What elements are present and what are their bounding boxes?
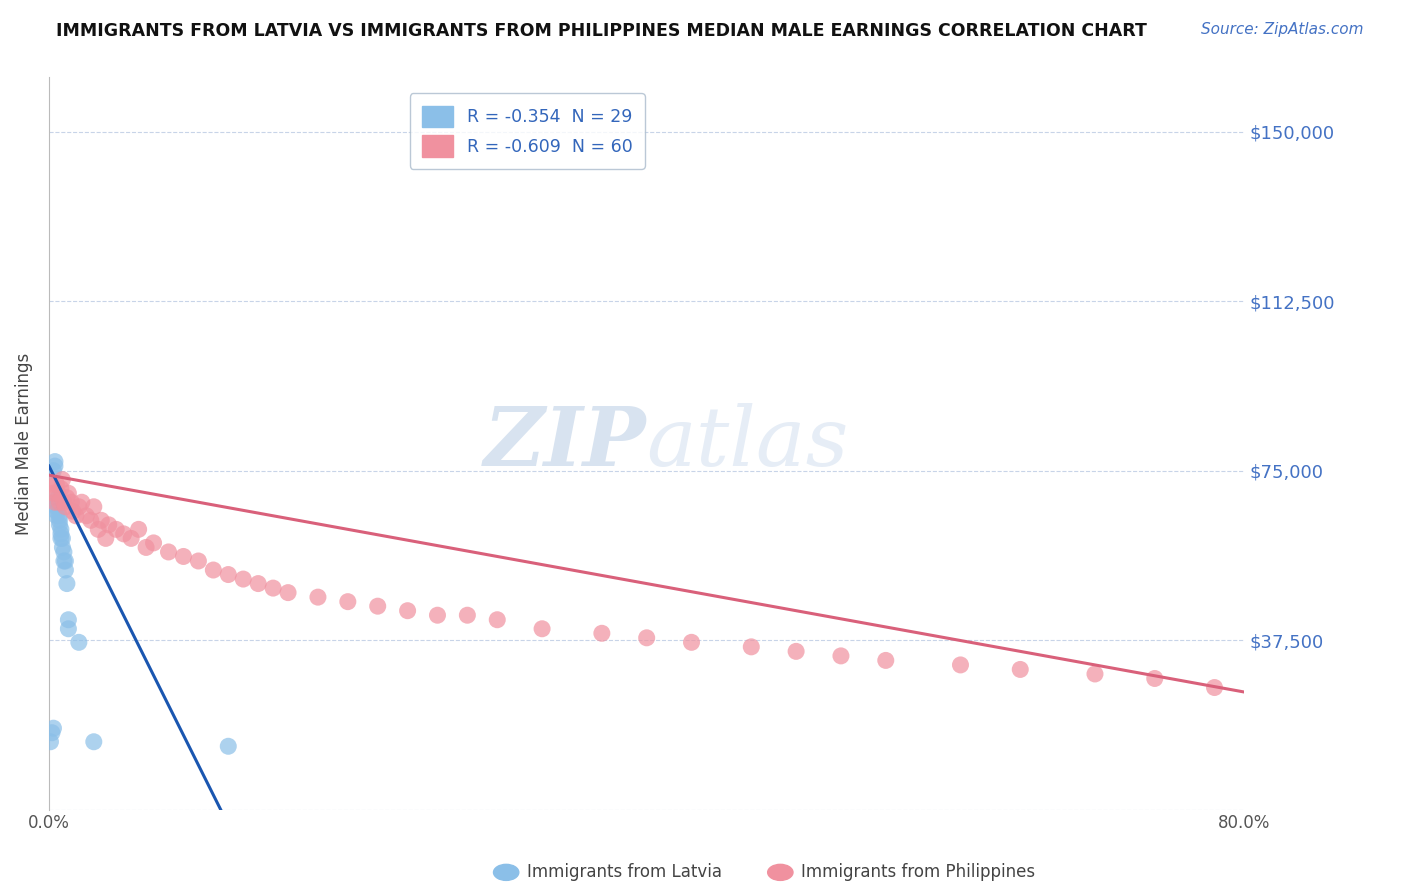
Point	[55, 500, 77, 514]
Point	[60, 495, 83, 509]
Point	[1010, 662, 1032, 676]
Point	[426, 608, 449, 623]
Point	[41, 725, 63, 739]
Point	[49, 482, 72, 496]
Point	[46, 491, 69, 505]
Point	[51, 541, 73, 555]
Legend: R = -0.354  N = 29, R = -0.609  N = 60: R = -0.354 N = 29, R = -0.609 N = 60	[409, 94, 645, 169]
Point	[62, 504, 84, 518]
Point	[41, 477, 63, 491]
Point	[44, 459, 66, 474]
Point	[97, 517, 120, 532]
Point	[42, 721, 65, 735]
Point	[785, 644, 807, 658]
Point	[531, 622, 554, 636]
Point	[45, 504, 67, 518]
Point	[128, 522, 150, 536]
Point	[232, 572, 254, 586]
Point	[262, 581, 284, 595]
Point	[56, 576, 79, 591]
Point	[55, 554, 77, 568]
Point	[94, 532, 117, 546]
Point	[48, 517, 70, 532]
Point	[44, 454, 66, 468]
Point	[58, 486, 80, 500]
Point	[740, 640, 762, 654]
Point	[52, 495, 75, 509]
Point	[83, 500, 105, 514]
Point	[157, 545, 180, 559]
Point	[58, 613, 80, 627]
Point	[396, 604, 419, 618]
Text: ZIP: ZIP	[484, 403, 647, 483]
Point	[187, 554, 209, 568]
Point	[1204, 681, 1226, 695]
Point	[45, 477, 67, 491]
Point	[217, 567, 239, 582]
Point	[456, 608, 478, 623]
Point	[39, 735, 62, 749]
Y-axis label: Median Male Earnings: Median Male Earnings	[15, 352, 32, 534]
Point	[247, 576, 270, 591]
Point	[83, 735, 105, 749]
Point	[49, 527, 72, 541]
Point	[1084, 667, 1107, 681]
Point	[49, 532, 72, 546]
Point	[42, 486, 65, 500]
Point	[48, 495, 70, 509]
Text: Immigrants from Philippines: Immigrants from Philippines	[801, 863, 1036, 881]
Point	[217, 739, 239, 754]
Text: IMMIGRANTS FROM LATVIA VS IMMIGRANTS FROM PHILIPPINES MEDIAN MALE EARNINGS CORRE: IMMIGRANTS FROM LATVIA VS IMMIGRANTS FRO…	[56, 22, 1147, 40]
Text: Source: ZipAtlas.com: Source: ZipAtlas.com	[1201, 22, 1364, 37]
Point	[142, 536, 165, 550]
Point	[52, 554, 75, 568]
Point	[80, 513, 103, 527]
Point	[48, 508, 70, 523]
Point	[1143, 672, 1166, 686]
Text: Immigrants from Latvia: Immigrants from Latvia	[527, 863, 723, 881]
Point	[45, 508, 67, 523]
Point	[67, 635, 90, 649]
Point	[120, 532, 142, 546]
Point	[45, 500, 67, 514]
Point	[46, 495, 69, 509]
Point	[65, 508, 87, 523]
Point	[1263, 685, 1285, 699]
Point	[949, 657, 972, 672]
Point	[55, 563, 77, 577]
Point	[105, 522, 128, 536]
Point	[112, 527, 135, 541]
Point	[486, 613, 509, 627]
Point	[875, 653, 897, 667]
Point	[277, 585, 299, 599]
Point	[367, 599, 389, 614]
Point	[830, 648, 852, 663]
Point	[336, 595, 359, 609]
Point	[172, 549, 194, 564]
Point	[591, 626, 613, 640]
Point	[681, 635, 703, 649]
Point	[52, 545, 75, 559]
Point	[42, 464, 65, 478]
Point	[51, 473, 73, 487]
Point	[135, 541, 157, 555]
Point	[49, 522, 72, 536]
Point	[51, 532, 73, 546]
Point	[307, 590, 329, 604]
Point	[636, 631, 658, 645]
Point	[48, 513, 70, 527]
Point	[67, 500, 90, 514]
Point	[56, 491, 79, 505]
Point	[87, 522, 110, 536]
Point	[202, 563, 225, 577]
Point	[90, 513, 112, 527]
Point	[75, 508, 97, 523]
Point	[58, 622, 80, 636]
Text: atlas: atlas	[647, 403, 849, 483]
Point	[44, 495, 66, 509]
Point	[70, 495, 93, 509]
Point	[46, 486, 69, 500]
